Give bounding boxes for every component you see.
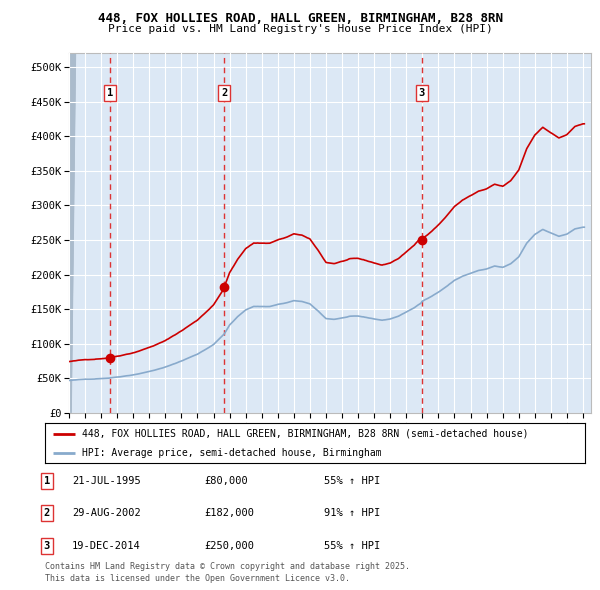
Text: £80,000: £80,000	[204, 476, 248, 486]
Text: 19-DEC-2014: 19-DEC-2014	[72, 541, 141, 550]
Text: 1: 1	[107, 88, 113, 99]
Text: 448, FOX HOLLIES ROAD, HALL GREEN, BIRMINGHAM, B28 8RN: 448, FOX HOLLIES ROAD, HALL GREEN, BIRMI…	[97, 12, 503, 25]
Text: 448, FOX HOLLIES ROAD, HALL GREEN, BIRMINGHAM, B28 8RN (semi-detached house): 448, FOX HOLLIES ROAD, HALL GREEN, BIRMI…	[82, 429, 528, 439]
Text: Contains HM Land Registry data © Crown copyright and database right 2025.
This d: Contains HM Land Registry data © Crown c…	[45, 562, 410, 583]
Text: 1: 1	[44, 476, 50, 486]
Text: 3: 3	[419, 88, 425, 99]
Text: 2: 2	[44, 509, 50, 518]
Text: 29-AUG-2002: 29-AUG-2002	[72, 509, 141, 518]
Text: 2: 2	[221, 88, 227, 99]
Text: 91% ↑ HPI: 91% ↑ HPI	[324, 509, 380, 518]
Text: £250,000: £250,000	[204, 541, 254, 550]
Text: HPI: Average price, semi-detached house, Birmingham: HPI: Average price, semi-detached house,…	[82, 448, 382, 458]
Text: 55% ↑ HPI: 55% ↑ HPI	[324, 541, 380, 550]
Text: 21-JUL-1995: 21-JUL-1995	[72, 476, 141, 486]
Text: Price paid vs. HM Land Registry's House Price Index (HPI): Price paid vs. HM Land Registry's House …	[107, 24, 493, 34]
Text: 3: 3	[44, 541, 50, 550]
Text: 55% ↑ HPI: 55% ↑ HPI	[324, 476, 380, 486]
Text: £182,000: £182,000	[204, 509, 254, 518]
